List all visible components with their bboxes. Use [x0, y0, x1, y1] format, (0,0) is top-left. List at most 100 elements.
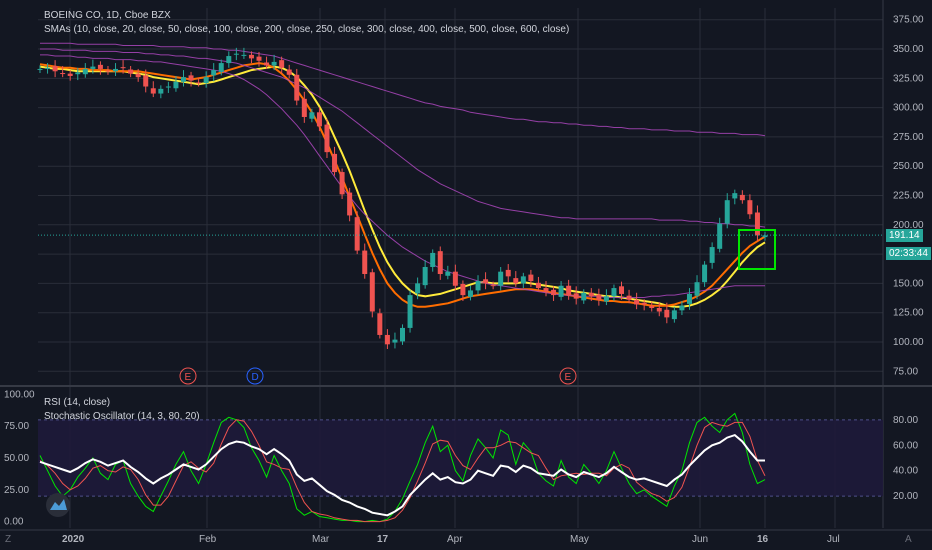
- rsi-line: [39, 433, 765, 517]
- x-tick-label: May: [570, 534, 589, 545]
- candle-body: [558, 285, 564, 297]
- y-tick-label: 275.00: [893, 132, 924, 143]
- sma-line-1: [39, 65, 766, 308]
- candle-body: [316, 112, 322, 127]
- candle-body: [158, 88, 164, 94]
- x-tick-label: Mar: [312, 534, 330, 545]
- candle-body: [90, 66, 96, 69]
- candle-body: [588, 292, 594, 297]
- candle-body: [97, 64, 103, 69]
- candle-body: [535, 282, 541, 289]
- sma-line-4: [40, 48, 766, 228]
- candle-body: [739, 194, 745, 201]
- timezone-icon: Z: [5, 534, 11, 545]
- candle-body: [566, 285, 572, 296]
- candle-body: [173, 81, 179, 89]
- candle-body: [573, 293, 579, 299]
- sma-study-label: SMAs (10, close, 20, close, 50, close, 1…: [44, 24, 570, 35]
- rsi-label: RSI (14, close): [44, 397, 111, 408]
- candle-body: [702, 264, 708, 283]
- candle-body: [641, 302, 647, 305]
- candle-body: [233, 53, 239, 55]
- candle-body: [513, 278, 519, 284]
- candle-body: [619, 286, 625, 294]
- candle-body: [392, 339, 398, 343]
- event-label: D: [252, 372, 259, 383]
- candle-body: [377, 313, 383, 335]
- candle-body: [452, 271, 458, 286]
- candle-body: [324, 124, 330, 153]
- stoch-k-line: [39, 412, 766, 523]
- event-marker: [179, 367, 197, 385]
- osc-right-tick: 80.00: [893, 415, 918, 426]
- candle-body: [75, 72, 81, 75]
- stoch-d-line: [39, 419, 766, 523]
- osc-right-tick: 40.00: [893, 466, 918, 477]
- candle-body: [128, 69, 134, 74]
- event-label: E: [185, 372, 192, 383]
- candle-body: [150, 88, 156, 94]
- candle-body: [467, 290, 473, 297]
- y-tick-label: 375.00: [893, 15, 924, 26]
- event-label: E: [565, 372, 572, 383]
- candle-body: [679, 305, 685, 311]
- candle-body: [241, 54, 247, 56]
- candle-body: [279, 60, 285, 68]
- candle-body: [332, 153, 338, 173]
- candle-body: [271, 61, 277, 66]
- candle-body: [732, 193, 738, 199]
- candle-body: [188, 75, 194, 81]
- candle-body: [286, 69, 292, 75]
- osc-left-tick: 75.00: [4, 421, 29, 432]
- candle-body: [52, 66, 58, 72]
- candle-body: [581, 292, 587, 301]
- candle-body: [649, 306, 655, 308]
- y-tick-label: 325.00: [893, 73, 924, 84]
- x-tick-label: 17: [377, 534, 389, 545]
- candle-body: [256, 56, 262, 61]
- osc-left-tick: 100.00: [4, 389, 35, 400]
- candle-body: [407, 295, 413, 328]
- auto-scale-icon: A: [905, 534, 912, 545]
- candle-body: [747, 200, 753, 215]
- candle-body: [226, 56, 232, 64]
- candle-body: [543, 288, 549, 292]
- candle-body: [248, 54, 254, 59]
- candle-body: [415, 283, 421, 294]
- candle-body: [498, 271, 504, 286]
- candle-body: [180, 77, 186, 82]
- candle-body: [354, 217, 360, 251]
- candle-body: [362, 250, 368, 275]
- candle-body: [754, 212, 760, 236]
- candle-body: [505, 269, 511, 277]
- candle-body: [664, 309, 670, 318]
- candle-body: [596, 294, 602, 300]
- candle-body: [105, 70, 111, 72]
- candle-body: [656, 308, 662, 312]
- y-tick-label: 75.00: [893, 366, 918, 377]
- candle-body: [445, 271, 451, 276]
- candle-body: [82, 68, 88, 75]
- candle-body: [762, 235, 768, 238]
- symbol-title: BOEING CO, 1D, Cboe BZX: [44, 10, 171, 21]
- x-tick-label: Jul: [827, 534, 840, 545]
- candle-body: [724, 200, 730, 224]
- y-tick-label: 225.00: [893, 191, 924, 202]
- candle-body: [430, 252, 436, 267]
- candle-body: [626, 295, 632, 300]
- x-tick-label: Apr: [447, 534, 463, 545]
- candle-body: [196, 82, 202, 84]
- candle-body: [143, 75, 149, 87]
- candle-body: [384, 334, 390, 345]
- candle-body: [264, 62, 270, 66]
- candle-body: [475, 281, 481, 291]
- candle-body: [135, 73, 141, 78]
- candle-body: [437, 251, 443, 275]
- candle-body: [634, 299, 640, 305]
- y-tick-label: 200.00: [893, 220, 924, 231]
- candle-body: [60, 73, 66, 75]
- candle-body: [120, 67, 126, 69]
- candle-body: [603, 296, 609, 302]
- candle-body: [551, 289, 557, 296]
